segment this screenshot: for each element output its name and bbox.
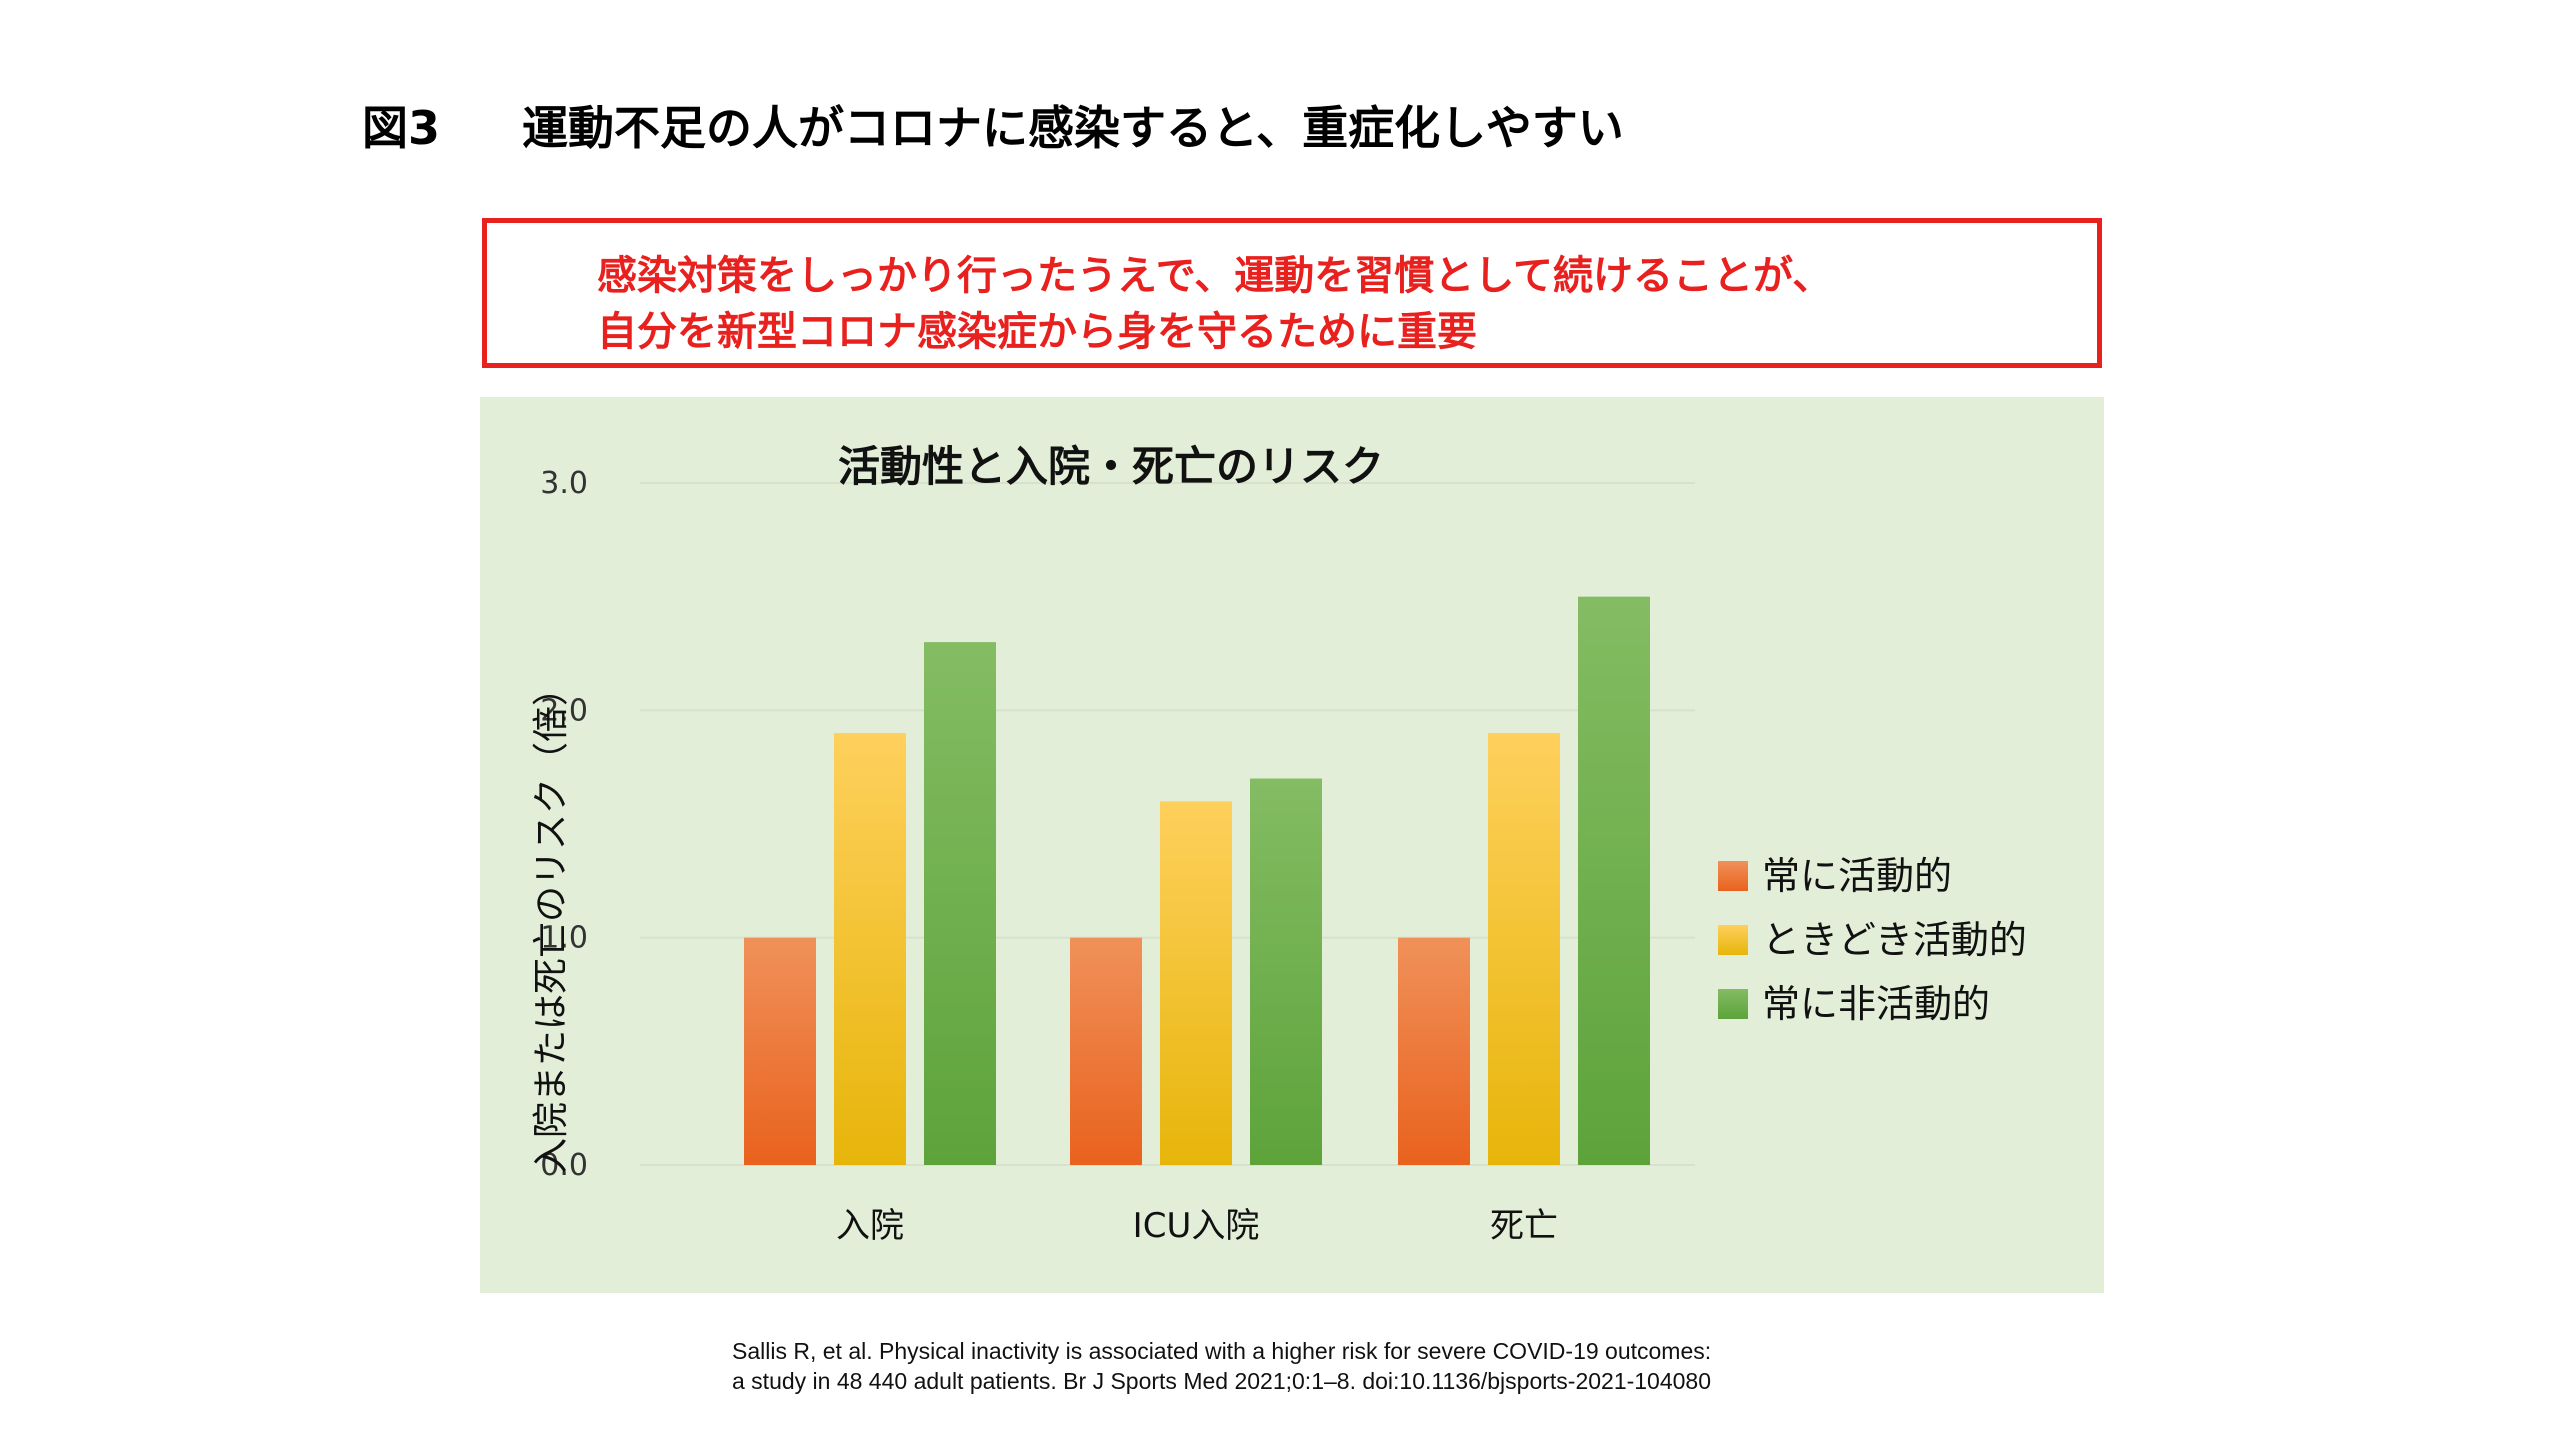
figure-title-text: 運動不足の人がコロナに感染すると、重症化しやすい: [522, 101, 1624, 155]
bar: [1578, 596, 1650, 1165]
risk-bar-chart: 0.0 1.0 2.0 3.0 入院 ICU入院 死亡 常に活動的ときどき活動的常に非活動的…: [531, 442, 2027, 1246]
bar: [1488, 733, 1560, 1165]
citation-line-1: Sallis R, et al. Physical inactivity is …: [732, 1338, 1712, 1364]
bar: [924, 642, 996, 1165]
citation: Sallis R, et al. Physical inactivity is …: [732, 1336, 1711, 1396]
y-tick-label: 0.0: [540, 1148, 588, 1183]
y-axis-label: 入院または死亡のリスク（倍）: [531, 670, 572, 1174]
legend-swatch: [1718, 861, 1748, 891]
y-tick-label: 3.0: [540, 466, 588, 501]
key-message-line-2: 自分を新型コロナ感染症から身を守るために重要: [597, 309, 1477, 355]
legend-label: ときどき活動的: [1762, 918, 2027, 962]
key-message-box: 感染対策をしっかり行ったうえで、運動を習慣として続けることが、 自分を新型コロナ…: [482, 218, 2102, 368]
legend-swatch: [1718, 989, 1748, 1019]
chart-panel: 0.0 1.0 2.0 3.0 入院 ICU入院 死亡 常に活動的ときどき活動的 常に非活動的…: [480, 397, 2104, 1293]
bar: [1398, 937, 1470, 1165]
legend-label: 常に活動的: [1762, 854, 1952, 898]
bar: [834, 733, 906, 1165]
bar: [1160, 801, 1232, 1165]
figure-title: 図3 運動不足の人がコロナに感染すると、重症化しやすい: [362, 92, 1624, 158]
bar: [744, 937, 816, 1165]
citation-line-2: a study in 48 440 adult patients. Br J S…: [732, 1368, 1712, 1394]
legend-label: 常に非活動的: [1762, 982, 1990, 1026]
bar: [1070, 937, 1142, 1165]
figure-number: 図3: [362, 101, 441, 155]
x-category-label: 死亡: [1490, 1206, 1558, 1246]
x-category-label: 入院: [836, 1206, 904, 1246]
y-tick-label: 2.0: [540, 693, 588, 728]
x-category-label: ICU入院: [1133, 1206, 1260, 1246]
chart-title: 活動性と入院・死亡のリスク: [838, 442, 1384, 491]
legend-swatch: [1718, 925, 1748, 955]
key-message-line-1: 感染対策をしっかり行ったうえで、運動を習慣として続けることが、: [597, 253, 1833, 299]
y-tick-label: 1.0: [540, 921, 588, 956]
bar: [1250, 778, 1322, 1165]
